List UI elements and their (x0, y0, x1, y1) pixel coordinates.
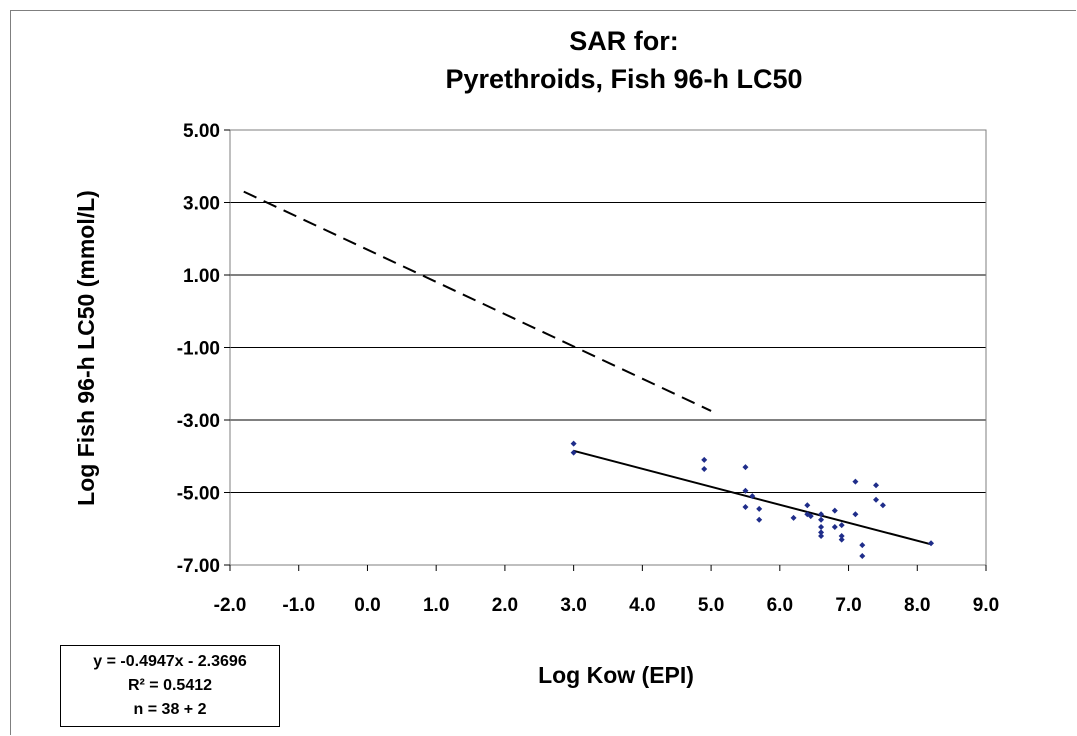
data-point (807, 513, 814, 520)
regression-equation: y = -0.4947x - 2.3696 (93, 653, 247, 670)
data-point (818, 523, 825, 530)
y-tick-label: -1.00 (177, 339, 220, 360)
data-point (838, 533, 845, 539)
x-tick-label: 7.0 (835, 595, 861, 616)
data-point (701, 465, 708, 472)
data-point (742, 464, 749, 471)
y-axis-label: Log Fish 96-h LC50 (mmol/L) (73, 190, 99, 506)
x-tick-label: -1.0 (282, 595, 315, 616)
y-tick-label: -3.00 (177, 411, 220, 432)
dashed-reference-line (243, 190, 712, 412)
x-tick-labels: -2.0 -1.0 0.0 1.0 2.0 3.0 4.0 5.0 6.0 7.0 8.0 9.0 (214, 565, 999, 616)
data-point (838, 536, 845, 543)
r-squared-value: R² = 0.5412 (127, 677, 213, 694)
data-point (701, 456, 708, 463)
x-tick-label: 0.0 (354, 595, 380, 616)
data-point (570, 449, 577, 456)
data-point (742, 487, 749, 494)
data-point (818, 511, 825, 518)
x-tick-label: 1.0 (423, 595, 449, 616)
data-point (852, 478, 859, 485)
data-point (838, 522, 845, 529)
data-point (756, 505, 763, 512)
chart-frame (10, 10, 1076, 735)
x-tick-label: 3.0 (560, 595, 586, 616)
data-point (742, 504, 749, 510)
data-point (790, 514, 797, 521)
gridlines (230, 129, 986, 566)
chart-title-line-1: SAR for: (569, 26, 679, 56)
y-tick-labels: 5.00 3.00 1.00 -1.00 -3.00 -5.00 -7.00 (177, 121, 230, 577)
data-point (859, 542, 866, 549)
data-points (570, 440, 935, 559)
data-point (879, 502, 886, 509)
data-point (570, 440, 577, 447)
trend-lines (243, 190, 932, 546)
x-tick-label: 6.0 (767, 595, 793, 616)
x-tick-label: 8.0 (904, 595, 930, 616)
x-axis-label: Log Kow (EPI) (538, 662, 694, 688)
x-tick-label: 4.0 (629, 595, 655, 616)
data-point (928, 540, 935, 547)
data-point (831, 507, 838, 514)
data-point (749, 493, 756, 500)
sample-count: n = 38 + 2 (133, 701, 207, 718)
y-tick-label: 3.00 (183, 194, 220, 215)
data-point (818, 529, 825, 536)
x-tick-label: 2.0 (492, 595, 518, 616)
y-tick-label: 5.00 (183, 121, 220, 142)
data-point (756, 516, 763, 523)
data-point (804, 502, 811, 509)
data-point (818, 533, 825, 539)
data-point (831, 523, 838, 530)
data-point (873, 482, 880, 489)
x-tick-label: 5.0 (698, 595, 724, 616)
x-tick-label: 9.0 (973, 595, 999, 616)
y-tick-label: 1.00 (183, 266, 220, 287)
x-tick-label: -2.0 (214, 595, 247, 616)
regression-equation-box: y = -0.4947x - 2.3696 R² = 0.5412 n = 38… (60, 645, 280, 727)
data-point (859, 552, 866, 559)
data-point (818, 516, 825, 523)
data-point (873, 496, 880, 503)
y-tick-label: -7.00 (177, 556, 220, 577)
chart-title-line-2: Pyrethroids, Fish 96-h LC50 (445, 64, 802, 94)
data-point (852, 511, 859, 518)
y-tick-label: -5.00 (177, 484, 220, 505)
